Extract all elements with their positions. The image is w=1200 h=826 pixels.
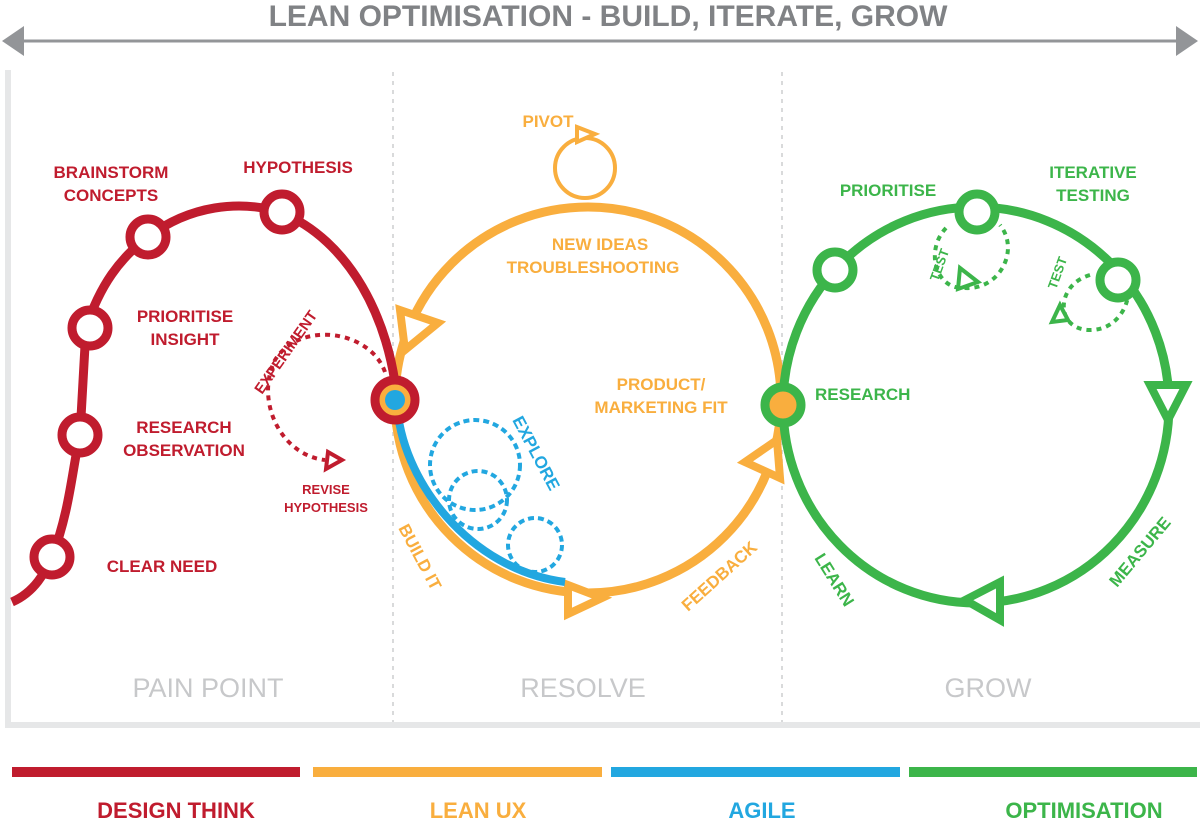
legend-agile: AGILE	[728, 798, 795, 823]
label-insight: INSIGHT	[151, 330, 221, 349]
arrow-icon	[395, 304, 447, 358]
label-prioritise: PRIORITISE	[137, 307, 233, 326]
label-new-ideas: NEW IDEAS	[552, 235, 648, 254]
legend-design-think: DESIGN THINK	[97, 798, 255, 823]
label-troubleshooting: TROUBLESHOOTING	[507, 258, 680, 277]
label-observation: OBSERVATION	[123, 441, 245, 460]
label-concepts: CONCEPTS	[64, 186, 158, 205]
legend-bar-agile	[611, 767, 900, 777]
timeline-arrow	[2, 26, 1198, 56]
legend-optimisation: OPTIMISATION	[1005, 798, 1162, 823]
label-prioritise-green: PRIORITISE	[840, 181, 936, 200]
label-research: RESEARCH	[136, 418, 231, 437]
legend-lean-ux: LEAN UX	[430, 798, 527, 823]
arrow-icon	[1143, 381, 1193, 429]
label-brainstorm: BRAINSTORM	[54, 163, 169, 182]
arrow-icon	[736, 432, 785, 485]
section-grow: GROW	[945, 673, 1033, 703]
agile-explore	[393, 401, 566, 586]
arrow-icon	[956, 575, 1004, 627]
label-test-1: TEST	[927, 247, 952, 283]
legend: DESIGN THINK LEAN UX AGILE OPTIMISATION	[12, 767, 1197, 823]
label-feedback: FEEDBACK	[678, 537, 761, 615]
label-revise: REVISE	[302, 482, 350, 497]
optimisation-loop	[760, 189, 1193, 627]
label-explore: EXPLORE	[508, 413, 563, 494]
label-experiment: EXPERIMENT	[251, 308, 321, 398]
label-research-green: RESEARCH	[815, 385, 910, 404]
section-resolve: RESOLVE	[520, 673, 646, 703]
section-pain-point: PAIN POINT	[132, 673, 283, 703]
label-hypothesis: HYPOTHESIS	[243, 158, 353, 177]
label-clear-need: CLEAR NEED	[107, 557, 218, 576]
design-think-curve	[9, 189, 420, 607]
label-marketing-fit: MARKETING FIT	[594, 398, 728, 417]
label-build-it: BUILD IT	[394, 521, 445, 594]
legend-bar-optimisation	[909, 767, 1197, 777]
label-revise-hypothesis: HYPOTHESIS	[284, 500, 368, 515]
label-measure: MEASURE	[1106, 513, 1175, 590]
label-testing: TESTING	[1056, 186, 1130, 205]
legend-bar-lean-ux	[313, 767, 602, 777]
arrow-icon	[564, 579, 613, 621]
label-product: PRODUCT/	[617, 375, 706, 394]
label-pivot: PIVOT	[522, 112, 574, 131]
diagram-title: LEAN OPTIMISATION - BUILD, ITERATE, GROW	[269, 0, 949, 33]
lean-ux-loop	[390, 124, 786, 621]
research-node	[760, 382, 806, 428]
label-test-2: TEST	[1045, 255, 1070, 291]
legend-bar-design-think	[12, 767, 300, 777]
label-iterative: ITERATIVE	[1049, 163, 1137, 182]
